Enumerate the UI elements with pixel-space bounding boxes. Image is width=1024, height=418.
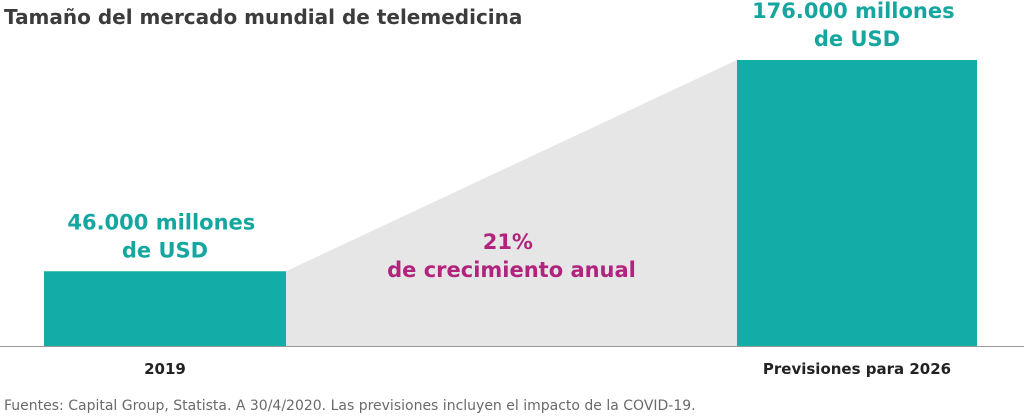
value-label-2026: 176.000 millones de USD [752,0,962,51]
value-label-2019: 46.000 millones de USD [67,210,262,262]
value-label-2019-line2: de USD [122,238,208,262]
growth-annotation-line2: de crecimiento anual [387,258,636,282]
bar-2019 [44,271,286,346]
value-label-2026-line2: de USD [814,27,900,51]
value-label-2019-line1: 46.000 millones [67,210,255,234]
value-label-2026-line1: 176.000 millones [752,0,955,23]
x-tick-label-2026: Previsiones para 2026 [763,360,951,378]
growth-annotation: 21% de crecimiento anual [387,230,636,282]
x-tick-label-2019: 2019 [144,360,186,378]
growth-annotation-line1: 21% [483,230,533,254]
chart-title: Tamaño del mercado mundial de telemedici… [4,5,522,29]
bar-2026-forecast [737,60,977,346]
source-note: Fuentes: Capital Group, Statista. A 30/4… [4,398,696,414]
growth-wedge [286,60,737,346]
